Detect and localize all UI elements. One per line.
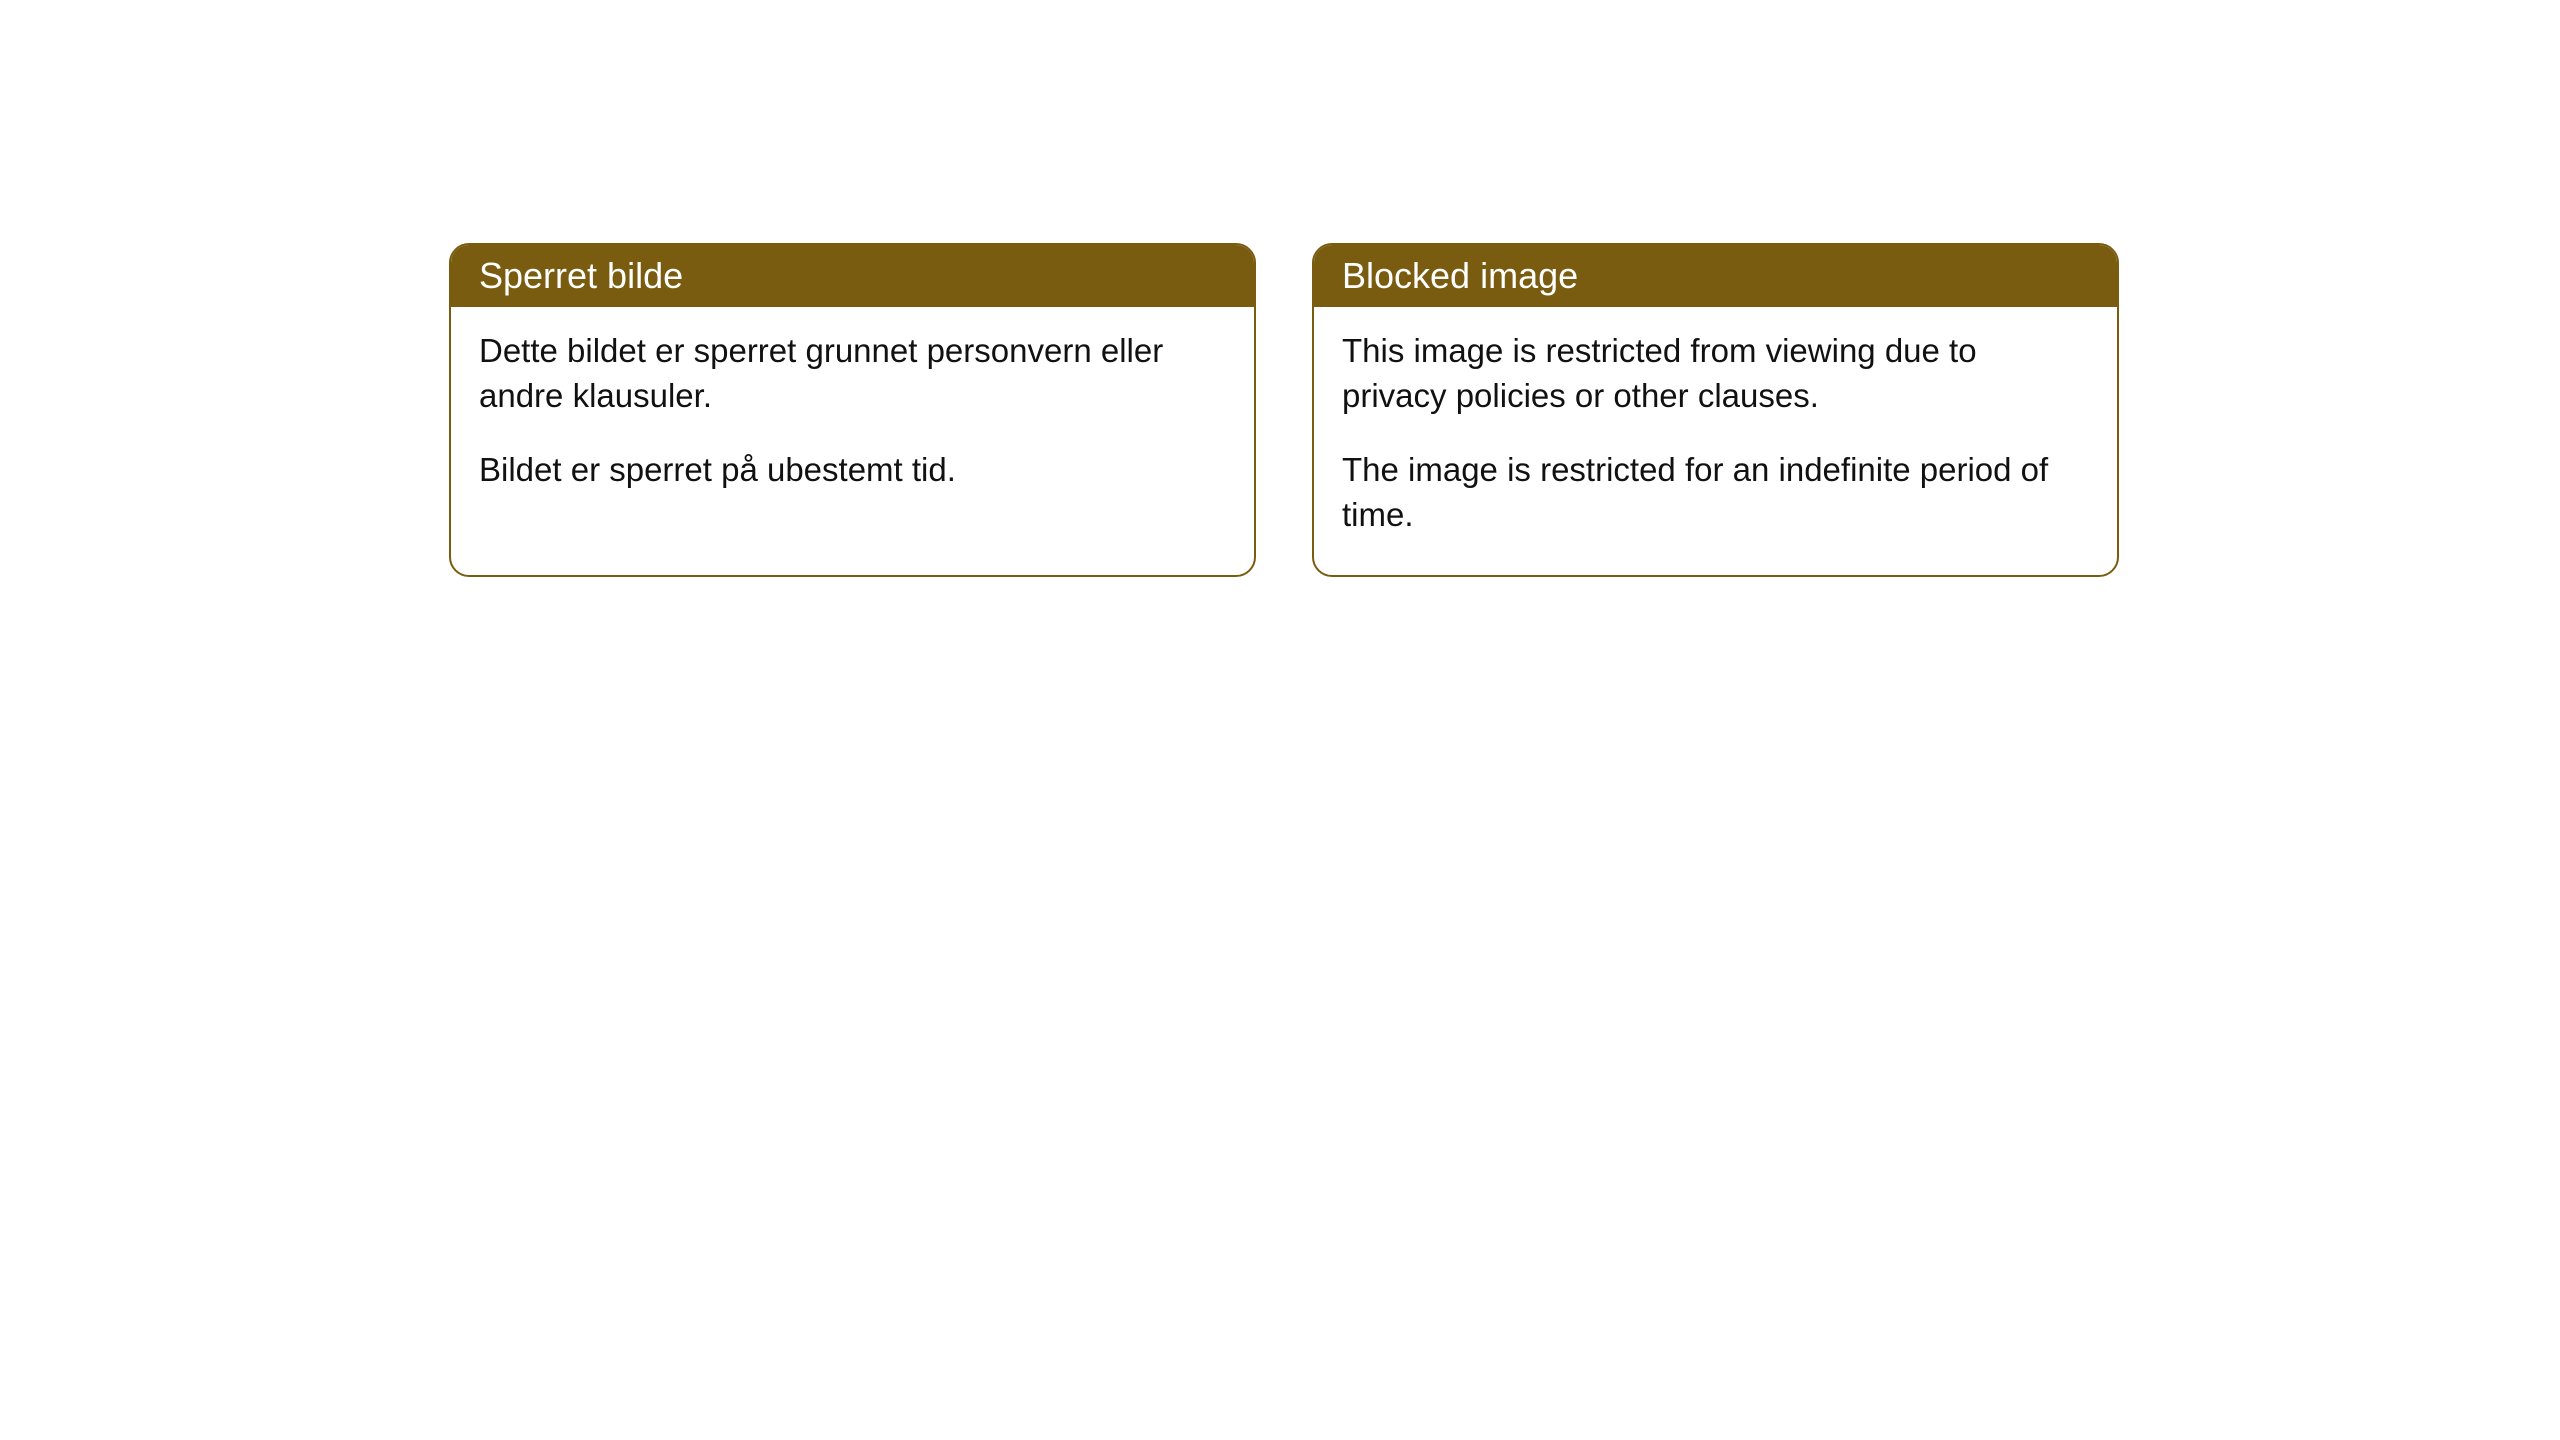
card-title: Sperret bilde (479, 255, 683, 296)
card-header: Blocked image (1314, 245, 2117, 307)
notice-container: Sperret bilde Dette bildet er sperret gr… (449, 243, 2119, 577)
card-header: Sperret bilde (451, 245, 1254, 307)
card-paragraph: Bildet er sperret på ubestemt tid. (479, 448, 1226, 493)
card-paragraph: The image is restricted for an indefinit… (1342, 448, 2089, 537)
card-paragraph: This image is restricted from viewing du… (1342, 329, 2089, 418)
notice-card-english: Blocked image This image is restricted f… (1312, 243, 2119, 577)
card-body: This image is restricted from viewing du… (1314, 307, 2117, 575)
card-paragraph: Dette bildet er sperret grunnet personve… (479, 329, 1226, 418)
card-title: Blocked image (1342, 255, 1578, 296)
card-body: Dette bildet er sperret grunnet personve… (451, 307, 1254, 531)
notice-card-norwegian: Sperret bilde Dette bildet er sperret gr… (449, 243, 1256, 577)
